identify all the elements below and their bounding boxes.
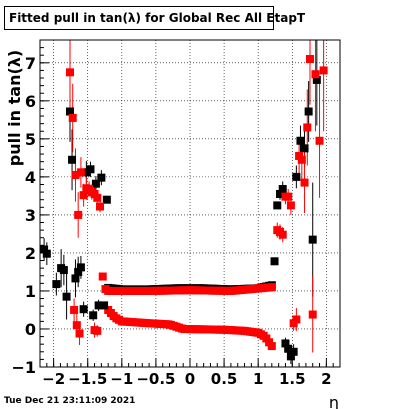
x-axis-label: η [329,393,339,409]
data-point [276,189,284,198]
data-point [300,144,309,153]
data-point [52,280,61,289]
data-point [89,311,98,320]
data-point [76,168,85,177]
y-tick-label: 7 [25,54,36,73]
data-point [86,165,95,174]
data-point [311,70,320,79]
band-point [98,272,107,281]
data-point [68,113,77,122]
data-point [306,55,314,64]
x-tick-label: −2 [42,370,65,388]
x-tick-label: −0.5 [136,370,175,388]
data-point [300,178,309,187]
data-point [66,107,74,116]
chart-title-box: Fitted pull in tan(λ) for Global Rec All… [4,6,305,30]
band-series [98,272,276,351]
data-point [71,170,80,179]
y-axis-label: pull in tan(λ) [5,50,24,166]
y-tick-label: −1 [11,358,36,377]
data-point [75,329,84,338]
error-bars [43,40,325,364]
data-point [42,249,51,258]
data-point [319,66,328,75]
data-point [62,292,71,301]
y-tick-label: 0 [25,320,36,339]
y-tick-label: 5 [25,130,36,149]
data-point [102,195,111,204]
data-point [74,267,83,276]
data-point [76,263,85,272]
band-point [267,342,276,351]
data-point [97,173,106,182]
x-tick-label: 0 [185,370,195,388]
data-point [296,136,305,145]
data-point [40,245,49,254]
footer-timestamp: Tue Dec 21 23:11:09 2021 [4,396,136,406]
data-point [286,201,295,210]
data-point [82,168,91,177]
data-point [289,347,298,356]
y-tick-label: 6 [25,92,36,111]
data-point [93,193,102,202]
x-tick-label: 0.5 [211,370,238,388]
data-points [40,55,328,361]
data-point [284,344,293,353]
data-point [68,155,77,164]
y-tick-label: 3 [25,206,36,225]
data-point [303,123,312,132]
x-tick-label: −1 [110,370,133,388]
data-point [59,266,68,275]
band-point [267,283,276,292]
data-point [281,339,290,348]
data-point [66,68,74,77]
data-point [74,210,83,219]
y-tick-label: 4 [25,168,36,187]
data-point [71,274,80,283]
data-point [96,202,104,211]
data-point [94,301,103,310]
data-point [297,155,306,164]
data-point [79,305,88,314]
y-tick-label: 1 [25,282,36,301]
data-point [72,321,81,330]
data-point [278,185,287,194]
data-point [312,75,321,84]
data-point [292,315,301,324]
x-tick-label: −1.5 [68,370,107,388]
data-point [286,352,295,361]
x-tick-label: 2 [321,370,331,388]
data-point [308,310,317,319]
data-point [100,301,109,310]
data-point [315,136,324,145]
chart-title: Fitted pull in tan(λ) for Global Rec All… [9,11,306,25]
y-tick-label: 2 [25,244,36,263]
data-point [93,326,102,335]
x-tick-label: 1.5 [279,370,306,388]
data-point [304,107,313,116]
data-point [308,235,317,244]
data-point [79,191,88,200]
data-point [70,305,79,314]
data-point [91,179,100,188]
data-point [273,201,282,210]
data-point [292,172,301,181]
data-point [270,257,279,266]
data-point [278,230,287,239]
data-point [284,192,293,201]
x-tick-label: 1 [253,370,263,388]
